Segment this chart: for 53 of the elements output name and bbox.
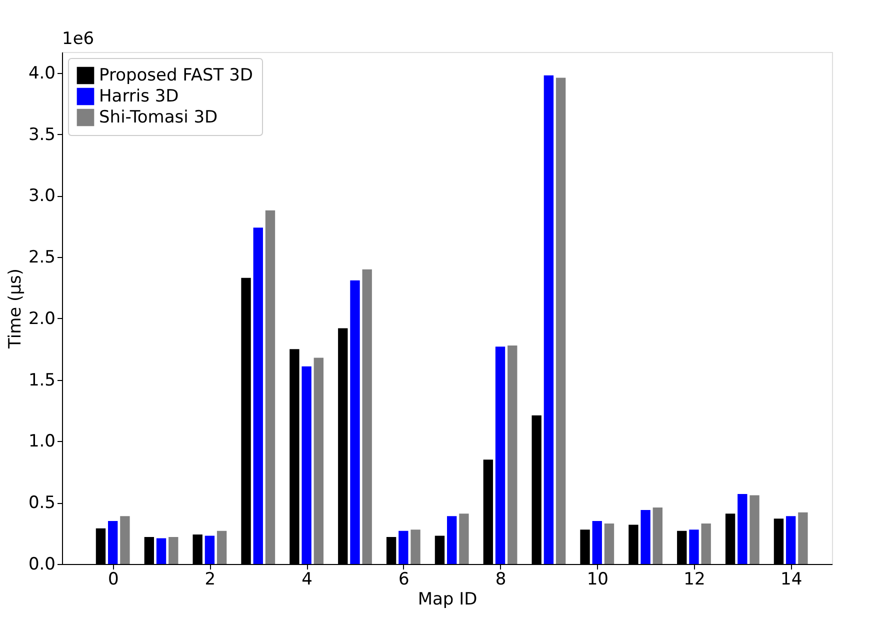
bar: [447, 516, 457, 564]
legend-label: Harris 3D: [99, 86, 179, 106]
x-tick-label: 14: [780, 570, 802, 590]
y-tick-label: 4.0: [28, 63, 56, 84]
y-tick-label: 2.0: [28, 308, 56, 329]
bar: [302, 366, 312, 564]
bar: [495, 346, 506, 564]
bar: [640, 510, 650, 564]
bar: [156, 538, 166, 564]
bar: [592, 521, 602, 564]
bar: [798, 512, 808, 564]
y-tick-label: 2.5: [28, 248, 56, 268]
x-tick-label: 4: [302, 570, 312, 590]
y-tick-label: 3.5: [28, 124, 56, 145]
bar: [410, 530, 420, 564]
legend-label: Proposed FAST 3D: [99, 66, 254, 86]
bar: [253, 228, 263, 564]
x-tick-label: 6: [398, 570, 410, 590]
x-tick-label: 10: [586, 570, 608, 590]
x-tick-label: 2: [204, 570, 216, 590]
x-axis-title: Map ID: [418, 590, 478, 610]
y-tick-label: 1.5: [28, 370, 56, 390]
x-tick-label: 12: [684, 570, 706, 590]
bar: [362, 269, 372, 564]
y-tick-label: 0.5: [28, 493, 56, 514]
bar: [204, 536, 215, 564]
bar: [689, 530, 699, 564]
bar: [398, 530, 408, 564]
bar: [750, 495, 760, 564]
y-tick-label: 1.0: [28, 432, 56, 452]
y-axis-title: Time (µs): [5, 268, 26, 350]
bar: [556, 78, 566, 564]
bar: [786, 516, 796, 564]
legend-label: Shi-Tomasi 3D: [99, 108, 218, 128]
x-tick-label: 0: [108, 570, 119, 590]
bar: [544, 75, 554, 564]
x-tick-label: 8: [495, 570, 506, 590]
bar: [459, 514, 469, 564]
bar: [652, 508, 663, 564]
bar: [604, 523, 614, 564]
bar: [314, 358, 324, 564]
y-tick-label: 0.0: [28, 554, 56, 574]
bar: [265, 210, 276, 564]
bar: [701, 523, 711, 564]
bar: [738, 494, 748, 564]
text: 1e6: [62, 29, 94, 49]
y-tick-label: 3.0: [28, 186, 56, 206]
bar: [108, 521, 118, 564]
bar: [350, 280, 360, 564]
bar: [168, 536, 178, 564]
bar: [508, 345, 518, 564]
bar: [120, 516, 130, 564]
bar: [216, 530, 227, 564]
